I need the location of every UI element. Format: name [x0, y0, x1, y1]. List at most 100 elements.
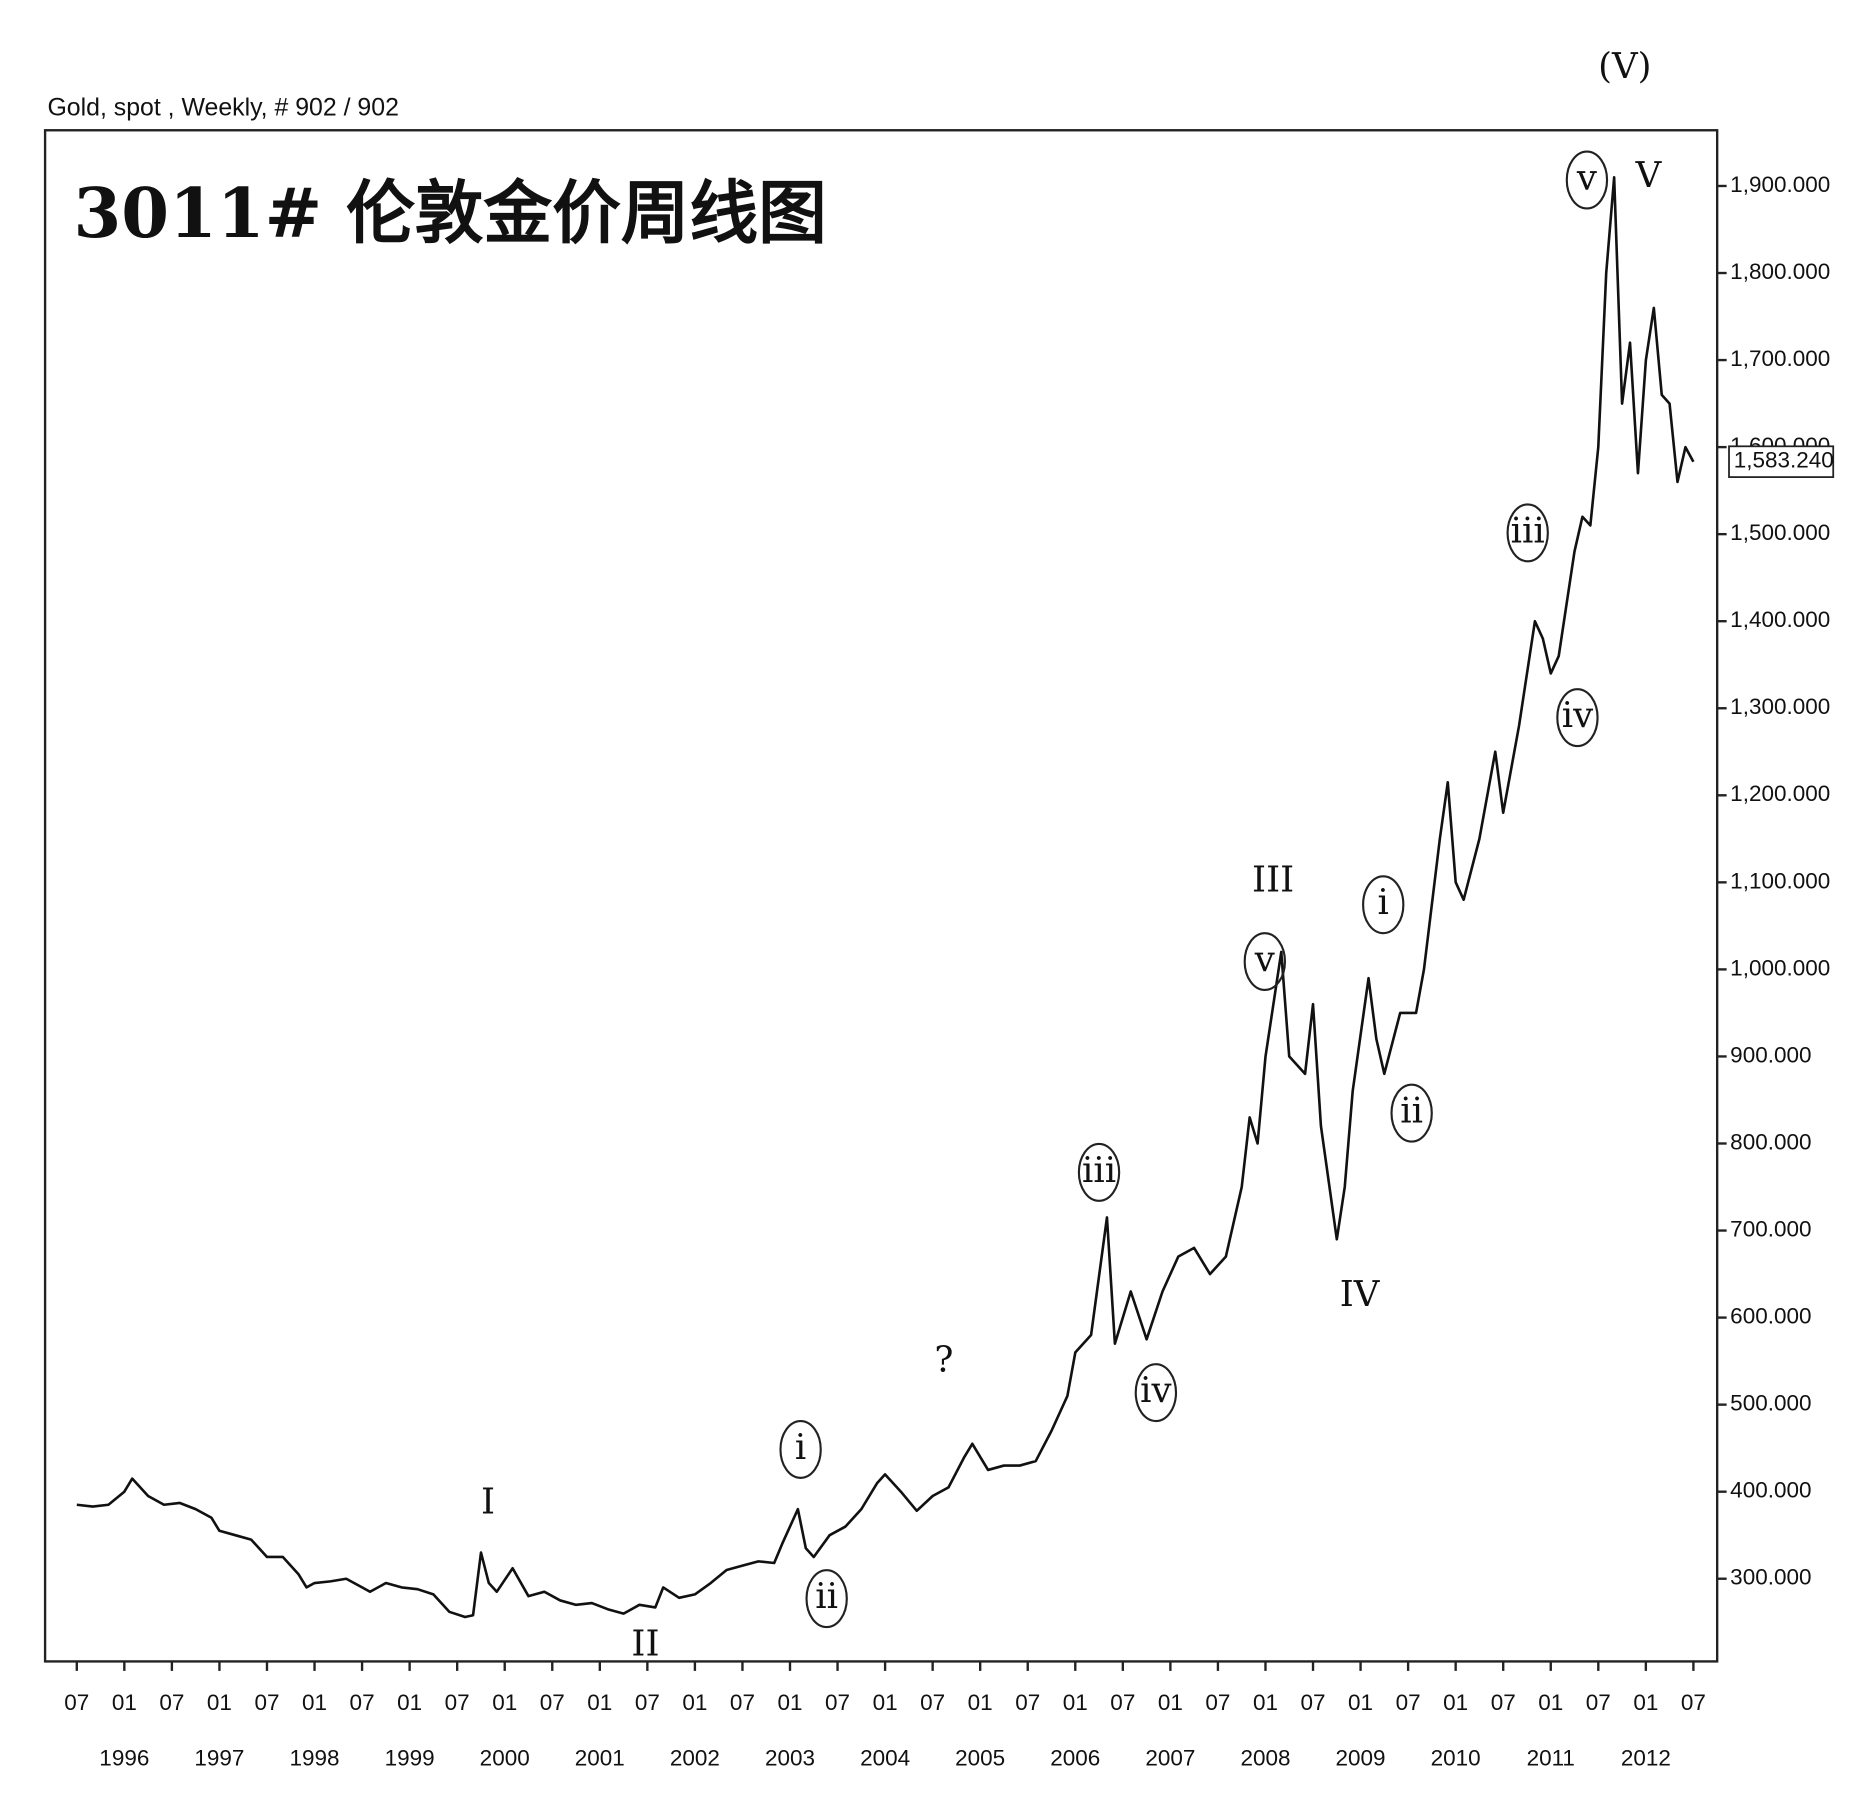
y-tick-label: 300.000 [1730, 1565, 1811, 1590]
x-year-label: 1999 [385, 1746, 435, 1771]
x-tick-label: 01 [682, 1690, 707, 1715]
x-tick-label: 07 [825, 1690, 850, 1715]
wave-annotation: V [1635, 155, 1663, 196]
y-tick-label: 1,900.000 [1730, 172, 1830, 197]
annotation-circle [1506, 503, 1549, 563]
wave-annotation: iv [1562, 695, 1593, 736]
x-year-label: 2006 [1050, 1746, 1100, 1771]
x-tick-label: 01 [302, 1690, 327, 1715]
x-tick-label: 01 [1348, 1690, 1373, 1715]
x-tick-label: 07 [445, 1690, 470, 1715]
wave-annotation: ii [1400, 1091, 1423, 1132]
last-value-box [1728, 445, 1835, 478]
last-value-label: 1,583.240 [1734, 448, 1834, 473]
x-tick-label: 07 [920, 1690, 945, 1715]
x-year-label: 2007 [1145, 1746, 1195, 1771]
wave-annotation: v [1254, 939, 1275, 980]
x-year-label: 2004 [860, 1746, 910, 1771]
x-year-label: 2008 [1240, 1746, 1290, 1771]
annotation-circle [1390, 1083, 1433, 1143]
y-tick-label: 1,000.000 [1730, 955, 1830, 980]
x-year-label: 2000 [480, 1746, 530, 1771]
price-line [76, 175, 1695, 1619]
annotation-circle [805, 1569, 848, 1629]
y-tick-label: 1,400.000 [1730, 607, 1830, 632]
x-year-label: 1996 [99, 1746, 149, 1771]
x-tick-label: 07 [1491, 1690, 1516, 1715]
y-tick-label: 600.000 [1730, 1304, 1811, 1329]
x-year-label: 2009 [1336, 1746, 1386, 1771]
wave-annotation: ii [815, 1576, 838, 1617]
x-year-label: 2005 [955, 1746, 1005, 1771]
y-tick-label: 1,800.000 [1730, 259, 1830, 284]
plot-frame [43, 129, 1719, 1663]
x-tick-label: 07 [64, 1690, 89, 1715]
x-tick-label: 07 [350, 1690, 375, 1715]
annotation-circle [1565, 150, 1609, 210]
x-tick-label: 07 [1586, 1690, 1611, 1715]
x-tick-label: 07 [1110, 1690, 1135, 1715]
y-tick-label: 700.000 [1730, 1216, 1811, 1241]
x-tick-label: 01 [207, 1690, 232, 1715]
wave-annotation: (V) [1598, 46, 1651, 87]
y-tick-label: 1,100.000 [1730, 868, 1830, 893]
annotation-circle [1077, 1142, 1121, 1202]
y-tick-label: 1,700.000 [1730, 346, 1830, 371]
wave-annotation: iii [1511, 510, 1545, 551]
x-tick-label: 07 [730, 1690, 755, 1715]
x-tick-label: 07 [1205, 1690, 1230, 1715]
y-tick-label: 1,300.000 [1730, 694, 1830, 719]
x-year-label: 1998 [290, 1746, 340, 1771]
y-tick-label: 800.000 [1730, 1129, 1811, 1154]
x-tick-label: 01 [1063, 1690, 1088, 1715]
x-tick-label: 07 [635, 1690, 660, 1715]
y-tick-label: 400.000 [1730, 1478, 1811, 1503]
y-tick-label: 500.000 [1730, 1391, 1811, 1416]
x-tick-label: 07 [1681, 1690, 1706, 1715]
wave-annotation: IV [1340, 1274, 1381, 1315]
annotation-circle [1243, 932, 1287, 992]
wave-annotation: II [631, 1624, 659, 1665]
x-tick-label: 01 [777, 1690, 802, 1715]
chart-title: 3011# 伦敦金价周线图 [74, 174, 827, 254]
annotation-circle [1362, 875, 1405, 935]
x-tick-label: 07 [1396, 1690, 1421, 1715]
wave-annotation: I [481, 1481, 495, 1522]
x-tick-label: 01 [1633, 1690, 1658, 1715]
chart-header: Gold, spot , Weekly, # 902 / 902 [47, 94, 398, 122]
x-tick-label: 01 [492, 1690, 517, 1715]
wave-annotation: ? [934, 1339, 953, 1380]
x-tick-label: 01 [1158, 1690, 1183, 1715]
wave-annotation: iv [1140, 1370, 1171, 1411]
x-tick-label: 01 [1253, 1690, 1278, 1715]
x-tick-label: 07 [1015, 1690, 1040, 1715]
x-tick-label: 01 [1538, 1690, 1563, 1715]
wave-annotation: III [1252, 860, 1294, 901]
wave-annotation: i [1378, 882, 1389, 923]
wave-annotation: v [1576, 157, 1597, 198]
x-tick-label: 01 [968, 1690, 993, 1715]
y-tick-label: 900.000 [1730, 1042, 1811, 1067]
annotation-circle [779, 1419, 822, 1479]
x-year-label: 1997 [194, 1746, 244, 1771]
x-tick-label: 01 [397, 1690, 422, 1715]
x-tick-label: 07 [540, 1690, 565, 1715]
x-tick-label: 01 [587, 1690, 612, 1715]
x-tick-label: 01 [1443, 1690, 1468, 1715]
x-tick-label: 01 [112, 1690, 137, 1715]
wave-annotation: iii [1082, 1150, 1116, 1191]
y-tick-label: 1,500.000 [1730, 520, 1830, 545]
x-year-label: 2010 [1431, 1746, 1481, 1771]
x-tick-label: 07 [1301, 1690, 1326, 1715]
x-tick-label: 07 [254, 1690, 279, 1715]
x-tick-label: 07 [159, 1690, 184, 1715]
x-year-label: 2001 [575, 1746, 625, 1771]
x-year-label: 2011 [1527, 1746, 1575, 1771]
x-year-label: 2012 [1621, 1746, 1671, 1771]
x-year-label: 2003 [765, 1746, 815, 1771]
x-year-label: 2002 [670, 1746, 720, 1771]
x-tick-label: 01 [873, 1690, 898, 1715]
annotation-circle [1556, 688, 1599, 748]
